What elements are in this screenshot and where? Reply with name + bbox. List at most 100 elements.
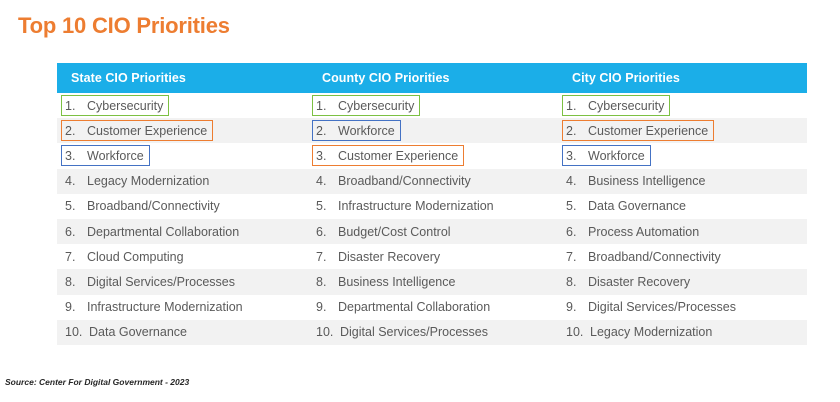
priority-rank: 1.: [316, 98, 327, 113]
table-row: 1. Cybersecurity 1. Cybersecurity 1. Cybersec…: [57, 93, 807, 119]
priority-cell-county-9: 9. Departmental Collaboration: [312, 295, 562, 320]
priority-cell-city-3: 3. Workforce: [562, 143, 807, 168]
table-header-row: State CIO Priorities County CIO Prioriti…: [57, 63, 807, 93]
priority-item: 5. Data Governance: [562, 196, 692, 217]
page-title: Top 10 CIO Priorities: [18, 13, 230, 38]
priority-item: 5. Broadband/Connectivity: [61, 196, 226, 217]
priority-label: Budget/Cost Control: [338, 224, 451, 239]
priority-rank: 8.: [566, 274, 577, 289]
priority-label: Infrastructure Modernization: [87, 300, 243, 315]
priority-item: 9. Infrastructure Modernization: [61, 297, 249, 318]
table-row: 9. Infrastructure Modernization 9. Departme…: [57, 294, 807, 320]
priority-item-highlighted: 2. Workforce: [312, 120, 401, 142]
priority-cell-state-2: 2. Customer Experience: [57, 118, 312, 143]
priority-rank: 5.: [316, 199, 327, 214]
priority-cell-county-8: 8. Business Intelligence: [312, 269, 562, 294]
priority-cell-state-6: 6. Departmental Collaboration: [57, 219, 312, 244]
priority-cell-city-8: 8. Disaster Recovery: [562, 269, 807, 294]
priority-rank: 6.: [316, 224, 327, 239]
table-row: 6. Departmental Collaboration 6. Budget/Cos…: [57, 218, 807, 245]
priority-label: Workforce: [588, 148, 645, 163]
priority-item-highlighted: 1. Cybersecurity: [61, 95, 170, 117]
priority-cell-city-10: 10. Legacy Modernization: [562, 320, 807, 345]
table-row: 10. Data Governance 10. Digital Services/Pr…: [57, 319, 807, 345]
priority-rank: 10.: [316, 325, 334, 340]
priority-item: 7. Broadband/Connectivity: [562, 246, 727, 267]
priority-item: 10. Digital Services/Processes: [312, 322, 494, 343]
priority-label: Disaster Recovery: [588, 274, 691, 289]
priority-item-highlighted: 1. Cybersecurity: [562, 95, 671, 117]
priority-cell-city-6: 6. Process Automation: [562, 219, 807, 244]
priority-item: 7. Disaster Recovery: [312, 246, 446, 267]
priority-item: 8. Disaster Recovery: [562, 271, 696, 292]
priority-rank: 6.: [65, 224, 76, 239]
priority-item: 4. Broadband/Connectivity: [312, 171, 477, 192]
priority-rank: 3.: [566, 148, 577, 163]
priority-cell-county-5: 5. Infrastructure Modernization: [312, 194, 562, 219]
priority-label: Disaster Recovery: [338, 249, 441, 264]
priority-rank: 4.: [566, 174, 577, 189]
priority-label: Business Intelligence: [338, 274, 456, 289]
priority-label: Cybersecurity: [338, 98, 415, 113]
column-header-city: City CIO Priorities: [572, 71, 680, 85]
priority-rank: 6.: [566, 224, 577, 239]
priority-cell-city-7: 7. Broadband/Connectivity: [562, 244, 807, 269]
table-row: 2. Customer Experience 2. Workforce 2. Custom…: [57, 118, 807, 144]
priority-rank: 2.: [316, 123, 327, 138]
priority-label: Cybersecurity: [87, 98, 164, 113]
priority-label: Cloud Computing: [87, 249, 184, 264]
table-row: 3. Workforce 3. Customer Experience 3. Workfo…: [57, 143, 807, 169]
priority-cell-county-10: 10. Digital Services/Processes: [312, 320, 562, 345]
priority-cell-state-7: 7. Cloud Computing: [57, 244, 312, 269]
priority-rank: 2.: [65, 123, 76, 138]
priority-rank: 9.: [65, 300, 76, 315]
priority-label: Customer Experience: [588, 123, 709, 138]
table-row: 8. Digital Services/Processes 8. Business I…: [57, 269, 807, 295]
table-body: 1. Cybersecurity 1. Cybersecurity 1. Cybersec…: [57, 93, 807, 345]
priority-cell-city-1: 1. Cybersecurity: [562, 93, 807, 118]
priority-item-highlighted: 1. Cybersecurity: [312, 95, 421, 117]
priority-rank: 1.: [566, 98, 577, 113]
priority-cell-state-1: 1. Cybersecurity: [57, 93, 312, 118]
priority-label: Broadband/Connectivity: [87, 199, 220, 214]
priority-rank: 10.: [65, 325, 83, 340]
priority-item: 10. Legacy Modernization: [562, 322, 718, 343]
priority-label: Digital Services/Processes: [87, 274, 235, 289]
priority-item: 6. Budget/Cost Control: [312, 221, 457, 242]
column-header-county: County CIO Priorities: [322, 71, 450, 85]
priority-rank: 4.: [316, 174, 327, 189]
priority-label: Broadband/Connectivity: [338, 174, 471, 189]
priority-rank: 5.: [566, 199, 577, 214]
priority-label: Workforce: [338, 123, 395, 138]
priority-cell-county-6: 6. Budget/Cost Control: [312, 219, 562, 244]
priority-rank: 7.: [566, 249, 577, 264]
priority-cell-state-9: 9. Infrastructure Modernization: [57, 295, 312, 320]
priority-label: Process Automation: [588, 224, 700, 239]
priority-item: 7. Cloud Computing: [61, 246, 190, 267]
priority-cell-city-5: 5. Data Governance: [562, 194, 807, 219]
priority-item: 6. Process Automation: [562, 221, 705, 242]
table-row: 4. Legacy Modernization 4. Broadband/Connec…: [57, 168, 807, 194]
priority-rank: 8.: [316, 274, 327, 289]
priorities-table: State CIO Priorities County CIO Prioriti…: [57, 63, 807, 345]
priority-item: 9. Digital Services/Processes: [562, 297, 742, 318]
priority-cell-city-4: 4. Business Intelligence: [562, 169, 807, 194]
priority-cell-county-1: 1. Cybersecurity: [312, 93, 562, 118]
table-row: 7. Cloud Computing 7. Disaster Recovery 7. Br…: [57, 244, 807, 270]
priority-rank: 1.: [65, 98, 76, 113]
priority-cell-county-7: 7. Disaster Recovery: [312, 244, 562, 269]
priority-cell-state-8: 8. Digital Services/Processes: [57, 269, 312, 294]
priority-rank: 10.: [566, 325, 584, 340]
priority-item-highlighted: 3. Workforce: [61, 145, 150, 167]
priority-label: Business Intelligence: [588, 174, 706, 189]
priority-rank: 5.: [65, 199, 76, 214]
priority-item: 5. Infrastructure Modernization: [312, 196, 500, 217]
priority-item-highlighted: 2. Customer Experience: [562, 120, 715, 142]
priority-label: Digital Services/Processes: [588, 300, 736, 315]
priority-label: Customer Experience: [338, 148, 459, 163]
priority-label: Departmental Collaboration: [87, 224, 240, 239]
priority-label: Legacy Modernization: [590, 325, 713, 340]
priority-item: 10. Data Governance: [61, 322, 193, 343]
priority-item-highlighted: 3. Customer Experience: [312, 145, 465, 167]
priority-cell-city-2: 2. Customer Experience: [562, 118, 807, 143]
